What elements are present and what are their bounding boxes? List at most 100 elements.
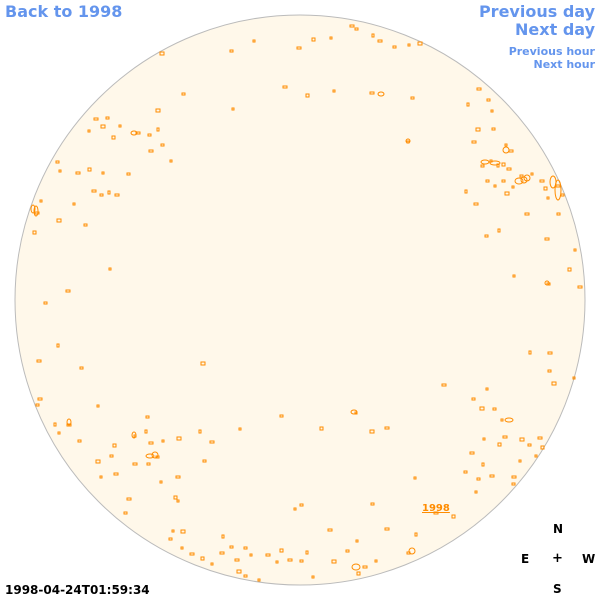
feature-contour: [474, 490, 478, 494]
feature-contour: [384, 527, 390, 531]
feature-contour: [101, 171, 105, 175]
feature-contour: [473, 202, 479, 206]
feature-contour: [43, 301, 48, 305]
feature-contour: [537, 436, 543, 440]
feature-contour: [500, 418, 504, 422]
feature-contour: [279, 548, 284, 553]
feature-contour: [111, 135, 116, 140]
feature-contour: [282, 85, 288, 89]
feature-contour: [497, 442, 502, 447]
feature-contour: [519, 174, 524, 178]
feature-contour: [573, 248, 577, 252]
feature-contour: [159, 480, 163, 484]
feature-contour: [489, 474, 495, 478]
feature-contour: [549, 175, 557, 189]
feature-contour: [83, 223, 88, 227]
back-to-year-link[interactable]: Back to 1998: [5, 2, 123, 21]
feature-contour: [105, 116, 110, 120]
compass-south: S: [553, 582, 562, 596]
feature-contour: [384, 426, 390, 430]
feature-contour: [539, 179, 545, 183]
feature-contour: [527, 443, 532, 447]
feature-contour: [355, 539, 359, 543]
feature-contour: [229, 49, 234, 53]
feature-contour: [414, 532, 418, 537]
feature-contour: [511, 185, 515, 189]
feature-contour: [189, 552, 195, 556]
feature-contour: [96, 404, 100, 408]
feature-contour: [514, 177, 524, 185]
feature-contour: [572, 376, 576, 380]
feature-contour: [77, 439, 82, 443]
feature-contour: [551, 381, 557, 386]
feature-contour: [530, 172, 534, 176]
year-link[interactable]: 1998: [422, 503, 450, 514]
feature-contour: [518, 459, 522, 463]
previous-day-link[interactable]: Previous day: [478, 2, 595, 21]
feature-contour: [484, 234, 489, 238]
feature-contour: [547, 351, 553, 355]
feature-contour: [543, 186, 548, 191]
feature-contour: [173, 495, 178, 500]
feature-contour: [556, 212, 561, 216]
feature-contour: [107, 190, 111, 195]
feature-contour: [354, 27, 359, 31]
feature-contour: [489, 160, 501, 166]
feature-contour: [176, 499, 180, 503]
feature-contour: [57, 431, 61, 435]
feature-contour: [180, 529, 186, 534]
feature-contour: [100, 124, 106, 129]
feature-contour: [349, 24, 355, 28]
feature-contour: [265, 553, 271, 557]
feature-contour: [156, 127, 160, 132]
observation-timestamp: 1998-04-24T01:59:34: [5, 583, 150, 597]
feature-contour: [469, 451, 475, 455]
feature-contour: [175, 475, 181, 479]
feature-contour: [413, 476, 417, 480]
feature-contour: [480, 159, 490, 165]
feature-contour: [577, 285, 583, 289]
feature-contour: [464, 189, 468, 194]
feature-contours: [30, 24, 583, 582]
feature-contour: [99, 475, 103, 479]
feature-contour: [55, 160, 60, 164]
feature-contour: [151, 451, 159, 459]
feature-contour: [471, 140, 477, 144]
feature-contour: [34, 211, 40, 215]
feature-contour: [405, 138, 411, 144]
feature-contour: [451, 514, 456, 519]
feature-contour: [327, 528, 333, 532]
feature-contour: [126, 172, 131, 176]
feature-contour: [287, 558, 293, 562]
feature-contour: [491, 127, 496, 131]
feature-contour: [482, 437, 486, 441]
feature-contour: [345, 549, 350, 553]
feature-contour: [113, 472, 119, 476]
feature-contour: [210, 562, 214, 566]
feature-contour: [108, 267, 112, 271]
feature-contour: [132, 462, 138, 466]
next-day-link[interactable]: Next day: [515, 20, 595, 39]
feature-contour: [33, 205, 39, 217]
feature-contour: [243, 574, 248, 578]
feature-contour: [145, 453, 155, 459]
feature-contour: [146, 462, 151, 466]
feature-contour: [544, 280, 550, 286]
feature-contour: [377, 91, 385, 97]
previous-hour-link[interactable]: Previous hour: [508, 45, 595, 58]
next-hour-link[interactable]: Next hour: [533, 58, 596, 71]
feature-contour: [504, 143, 508, 147]
feature-contour: [540, 445, 545, 450]
feature-contour: [480, 164, 485, 168]
feature-contour: [79, 366, 84, 370]
feature-contour: [252, 39, 256, 43]
feature-contour: [299, 559, 304, 563]
feature-contour: [485, 387, 489, 391]
feature-contour: [479, 406, 485, 411]
feature-contour: [95, 459, 101, 464]
feature-contour: [504, 191, 510, 196]
feature-contour: [417, 41, 423, 46]
feature-contour: [410, 96, 415, 100]
solar-disk: [14, 14, 586, 586]
